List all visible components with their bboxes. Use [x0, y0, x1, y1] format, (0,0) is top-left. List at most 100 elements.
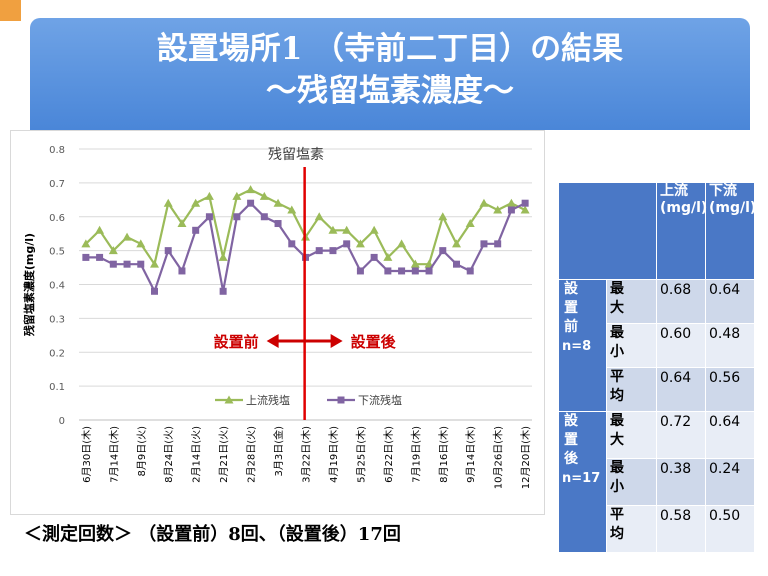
data-point — [370, 253, 378, 261]
data-point — [218, 252, 228, 261]
x-tick-label: 6月22日(木) — [383, 426, 395, 483]
stat-label: 最大 — [606, 279, 657, 324]
stats-table: 上流(mg/l) 下流(mg/l) 設置前 n=8 最大 0.68 0.64 最… — [558, 182, 756, 553]
x-tick-label: 12月20日(木) — [520, 426, 532, 489]
data-point — [425, 267, 433, 275]
data-point — [219, 287, 227, 295]
stat-text: 最小 — [610, 460, 624, 495]
title-line-2: ～残留塩素濃度～ — [266, 73, 514, 109]
stat-text: 平均 — [610, 369, 624, 404]
x-tick-label: 3月22日(木) — [301, 426, 313, 483]
stat-label: 最小 — [606, 323, 657, 368]
data-point — [287, 205, 297, 214]
y-tick-label: 0.4 — [49, 281, 65, 292]
group-before-label: 設置前 — [564, 281, 578, 335]
data-point — [109, 260, 117, 268]
stat-label: 最大 — [606, 411, 657, 459]
data-point — [247, 199, 255, 207]
value-cell: 0.60 — [656, 323, 706, 368]
chart-title: 残留塩素 — [268, 147, 324, 163]
data-point — [315, 247, 323, 255]
x-tick-label: 2月28日(火) — [246, 426, 258, 483]
header-upstream: 上流(mg/l) — [656, 182, 707, 280]
x-tick-label: 5月25日(木) — [355, 426, 367, 483]
data-point — [136, 239, 146, 248]
data-point — [178, 267, 186, 275]
value-cell: 0.68 — [656, 279, 706, 324]
x-tick-label: 7月14日(木) — [108, 426, 120, 483]
residual-chlorine-chart: 0 0.1 0.2 0.3 0.4 0.5 0.6 0.7 0.8 残留塩素濃度(mg/l) 6月3… — [22, 145, 532, 489]
data-point — [232, 191, 242, 200]
stat-label: 平均 — [606, 367, 657, 412]
value-cell: 0.64 — [656, 367, 706, 412]
stat-text: 最大 — [610, 281, 624, 316]
y-tick-label: 0.1 — [49, 382, 65, 393]
data-point — [520, 205, 530, 214]
after-label: 設置後 — [351, 333, 397, 351]
before-label: 設置前 — [214, 333, 259, 351]
x-tick-label: 8月9日(火) — [136, 426, 148, 477]
stat-text: 最大 — [610, 413, 624, 448]
value-cell: 0.50 — [705, 505, 755, 553]
group-after-label: 設置後 — [564, 413, 578, 467]
data-point — [205, 213, 213, 221]
measurement-count-note: ＜測定回数＞ （設置前）8回、（設置後）17回 — [24, 524, 401, 545]
data-point — [274, 220, 282, 228]
data-point — [164, 247, 172, 255]
y-tick-label: 0.3 — [49, 314, 65, 325]
x-tick-label: 2月14日(火) — [191, 426, 203, 483]
value-cell: 0.58 — [656, 505, 706, 553]
x-tick-label: 2月21日(火) — [218, 426, 230, 483]
group-before: 設置前 n=8 — [558, 279, 607, 412]
value-cell: 0.24 — [705, 458, 755, 506]
title-line-1: 設置場所1 （寺前二丁目）の結果 — [156, 31, 624, 67]
data-point — [397, 239, 407, 248]
data-point — [398, 267, 406, 275]
data-point — [342, 225, 352, 234]
x-tick-label: 8月16日(木) — [438, 426, 450, 483]
data-point — [452, 239, 461, 248]
arrow-head-right — [330, 334, 343, 348]
data-point — [273, 198, 283, 207]
legend-label: 上流残塩 — [246, 393, 290, 407]
data-point — [453, 260, 460, 268]
data-point — [343, 240, 351, 248]
y-tick-label: 0.6 — [49, 213, 65, 224]
data-point — [411, 267, 419, 275]
data-point — [506, 198, 516, 207]
value-cell: 0.64 — [705, 279, 755, 324]
stat-label: 最小 — [606, 458, 657, 506]
data-point — [479, 198, 489, 207]
x-tick-label: 3月3日(金) — [272, 426, 285, 477]
data-point — [82, 253, 90, 261]
x-tick-label: 8月24日(火) — [163, 426, 175, 483]
data-point — [466, 267, 474, 275]
data-point — [314, 212, 324, 221]
y-tick-label: 0.7 — [49, 179, 65, 190]
data-point — [122, 232, 132, 241]
data-point — [355, 239, 365, 248]
data-point — [192, 226, 200, 234]
data-point — [438, 212, 448, 221]
data-point — [494, 240, 502, 248]
y-tick-label: 0.5 — [49, 247, 65, 258]
data-point — [288, 240, 296, 248]
data-point — [507, 206, 515, 214]
y-tick-label: 0.2 — [49, 348, 65, 359]
data-point — [465, 219, 475, 228]
data-point — [150, 259, 159, 268]
data-point — [260, 213, 268, 221]
data-point — [439, 247, 447, 255]
group-after: 設置後 n=17 — [558, 411, 607, 553]
data-point — [384, 267, 392, 275]
legend-label: 下流残塩 — [358, 393, 402, 407]
value-cell: 0.38 — [656, 458, 706, 506]
title-banner — [30, 18, 750, 130]
data-point — [259, 191, 269, 200]
data-point — [329, 247, 337, 255]
data-point — [383, 252, 393, 261]
header-downstream: 下流(mg/l) — [705, 182, 756, 280]
stat-text: 平均 — [610, 507, 624, 542]
data-point — [108, 246, 118, 255]
x-tick-label: 6月30日(木) — [81, 426, 93, 483]
